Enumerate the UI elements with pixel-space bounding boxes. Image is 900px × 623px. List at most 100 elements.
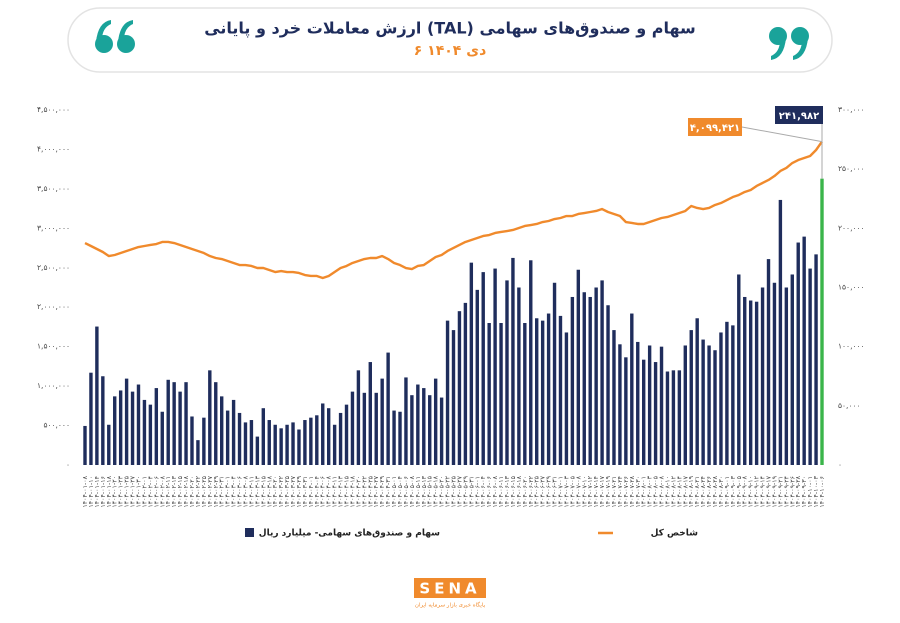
- x-tick-label: ۱۴۰۴-۰۵-۰۸: [409, 475, 416, 507]
- x-tick-label: ۱۴۰۴-۰۱-۱۴: [94, 476, 101, 508]
- bar: [231, 399, 236, 465]
- x-tick-label: ۱۴۰۴-۰۸-۱۴: [676, 476, 683, 508]
- bar: [172, 382, 176, 465]
- x-tick-label: ۱۴۰۴-۰۶-۲۷: [540, 475, 547, 507]
- x-tick-label: ۱۴۰۴-۰۴-۰۶: [320, 476, 327, 508]
- x-tick-label: ۱۴۰۴-۰۹-۳۰: [801, 476, 808, 508]
- x-tick-label: ۱۴۰۴-۰۵-۰۴: [397, 476, 404, 508]
- bar: [439, 397, 444, 465]
- x-tick-label: ۱۴۰۴-۰۸-۱۲: [670, 475, 677, 507]
- bar: [124, 378, 129, 465]
- bar: [118, 390, 123, 465]
- x-tick-label: ۱۴۰۴-۰۴-۰۸: [326, 475, 333, 507]
- bar: [154, 388, 159, 465]
- y-tick-label: ۲,۰۰۰,۰۰۰: [37, 302, 70, 311]
- x-tick-label: ۱۴۰۴-۰۸-۱۷: [682, 475, 689, 507]
- bar: [208, 370, 212, 465]
- y2-tick-label: ۲۰۰,۰۰۰: [838, 223, 865, 232]
- bar: [422, 388, 426, 465]
- bar: [196, 440, 200, 465]
- legend-label: سهام و صندوق‌های سهامی- میلیارد ریال: [259, 529, 440, 539]
- x-tick-label: ۱۴۰۴-۰۲-۰۴: [147, 476, 154, 508]
- x-tick-label: ۱۴۰۴-۰۲-۰۶: [153, 476, 160, 508]
- bar: [558, 315, 563, 465]
- bar: [261, 408, 266, 465]
- bar: [683, 345, 687, 465]
- bar: [612, 330, 616, 465]
- bar: [493, 268, 497, 465]
- x-tick-label: ۱۴۰۴-۰۵-۱۵: [427, 475, 434, 507]
- x-tick-label: ۱۴۰۴-۰۶-۱۱: [498, 476, 505, 508]
- x-tick-label: ۱۴۰۴-۰۹-۱۷: [766, 475, 773, 507]
- bar: [618, 344, 622, 465]
- x-tick-label: ۱۴۰۴-۰۸-۲۴: [700, 476, 707, 508]
- bar: [535, 318, 539, 465]
- bar: [463, 302, 468, 465]
- bar: [243, 422, 248, 465]
- bar: [731, 325, 735, 465]
- bar: [671, 370, 676, 465]
- x-tick-label: ۱۴۰۴-۰۲-۱۳: [171, 475, 178, 507]
- bar: [83, 425, 87, 465]
- bar: [725, 321, 729, 465]
- bar: [499, 323, 503, 465]
- x-tick-label: ۱۴۰۴-۰۴-۱۳: [338, 475, 345, 507]
- legend-swatch: [245, 528, 254, 537]
- x-tick-label: ۱۴۰۴-۰۳-۰۶: [237, 476, 244, 508]
- x-tick-label: ۱۴۰۴-۱۰-۰۳: [813, 475, 820, 507]
- logo-box: [414, 578, 486, 598]
- bar: [523, 323, 527, 465]
- bar: [754, 301, 759, 465]
- bar: [344, 404, 349, 465]
- line: [84, 140, 823, 280]
- x-tick-label: ۱۴۰۴-۰۴-۲۰: [355, 476, 362, 508]
- x-tick-label: ۱۴۰۴-۰۴-۱۱: [332, 476, 339, 508]
- x-tick-label: ۱۴۰۴-۰۸-۲۱: [694, 476, 701, 508]
- x-tick-label: ۱۴۰۴-۰۹-۰۱: [724, 476, 731, 508]
- bar: [677, 370, 682, 465]
- bar: [808, 268, 812, 465]
- bar: [255, 436, 260, 465]
- x-tick-label: ۱۴۰۴-۰۷-۲۴: [617, 476, 624, 508]
- bar: [237, 412, 242, 465]
- bar: [600, 280, 604, 465]
- bar: [267, 420, 271, 465]
- x-tick-label: ۱۴۰۴-۰۵-۲۷: [456, 475, 463, 507]
- x-tick-label: ۱۴۰۴-۰۶-۰۶: [486, 476, 493, 508]
- x-tick-label: ۱۴۰۴-۰۹-۰۸: [742, 475, 749, 507]
- bar: [475, 289, 479, 465]
- bar: [570, 296, 575, 465]
- x-tick-label: ۱۴۰۴-۰۱-۱۰: [88, 476, 95, 508]
- x-tick-label: ۱۴۰۴-۰۱-۱۶: [100, 476, 107, 508]
- y-tick-label: ۱,۰۰۰,۰۰۰: [37, 381, 70, 390]
- x-tick-label: ۱۴۰۴-۰۹-۲۴: [783, 476, 790, 508]
- x-tick-label: ۱۴۰۴-۰۹-۰۳: [730, 475, 737, 507]
- y2-tick-label: ۳۰۰,۰۰۰: [838, 105, 865, 114]
- bar: [564, 332, 569, 465]
- x-tick-label: ۱۴۰۴-۰۲-۲۲: [195, 475, 202, 507]
- x-tick-label: ۱۴۰۴-۰۸-۱۹: [688, 475, 695, 507]
- bar: [326, 408, 331, 465]
- x-tick-label: ۱۴۰۴-۰۲-۱۵: [177, 475, 184, 507]
- x-tick-label: ۱۴۰۴-۰۸-۰۳: [647, 475, 654, 507]
- x-tick-label: ۱۴۰۴-۰۲-۱۱: [165, 476, 172, 508]
- x-tick-label: ۱۴۰۴-۰۲-۰۱: [141, 476, 148, 508]
- x-tick-label: ۱۴۰۴-۱۰-۰۶: [819, 476, 826, 508]
- bar: [148, 404, 153, 465]
- x-tick-label: ۱۴۰۴-۰۷-۲۸: [629, 475, 636, 507]
- bar: [748, 300, 753, 465]
- x-tick-label: ۱۴۰۴-۰۱-۲۰: [112, 476, 119, 508]
- x-tick-label: ۱۴۰۴-۰۲-۰۸: [159, 475, 166, 507]
- bar: [760, 287, 765, 465]
- x-tick-label: ۱۴۰۴-۰۷-۲۶: [623, 476, 630, 508]
- x-tick-label: ۱۴۰۴-۰۵-۱۳: [421, 475, 428, 507]
- x-tick-label: ۱۴۰۴-۰۶-۲۵: [534, 475, 541, 507]
- bar: [624, 357, 628, 465]
- x-tick-label: ۱۴۰۴-۰۵-۲۹: [462, 475, 469, 507]
- x-tick-label: ۱۴۰۴-۰۲-۱۸: [183, 475, 190, 507]
- bar: [445, 320, 450, 465]
- bar: [737, 274, 741, 465]
- x-tick-label: ۱۴۰۴-۰۵-۲۲: [445, 475, 452, 507]
- bar: [160, 411, 164, 465]
- bar: [802, 236, 806, 465]
